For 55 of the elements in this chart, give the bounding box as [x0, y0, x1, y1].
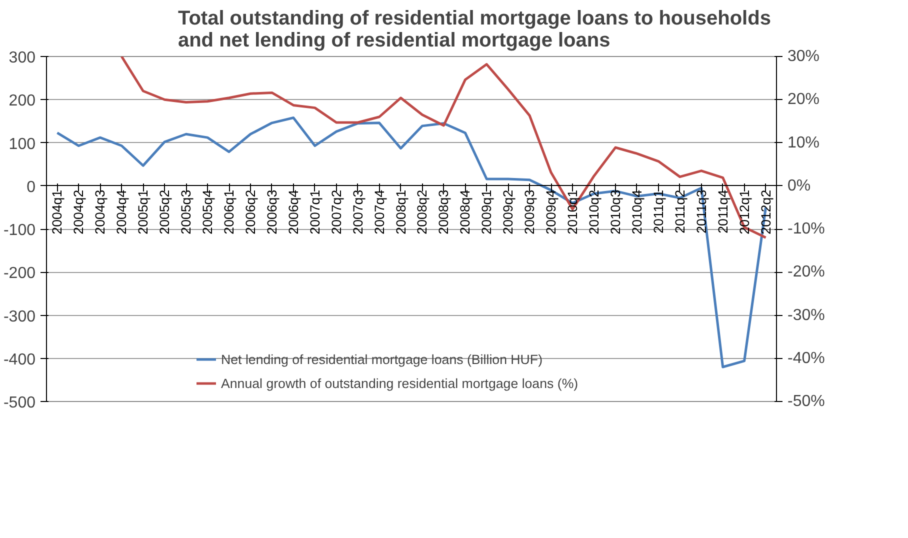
y-tick-label: 200 — [8, 92, 36, 110]
x-tick-label: 2006q1 — [222, 190, 236, 234]
x-tick-label: 2009q2 — [500, 190, 516, 234]
x-tick-label: 2004q4 — [114, 189, 130, 234]
y-tick-label: 0 — [26, 178, 36, 196]
x-tick-label: 2011q1 — [650, 190, 666, 234]
x-tick-label: 2010q1 — [565, 190, 580, 234]
x-tick-label: 2006q4 — [286, 189, 301, 234]
legend-label: Net lending of residential mortgage loans (Billion HUF) — [221, 352, 543, 366]
x-tick-label: 2005q4 — [200, 189, 216, 234]
x-tick-label: 2006q3 — [264, 190, 280, 234]
x-tick-label: 2008q2 — [414, 190, 430, 234]
x-tick-label: 2009q1 — [479, 190, 494, 234]
y-tick-label: -100 — [3, 222, 36, 239]
x-tick-label: 2009q4 — [544, 189, 559, 234]
y2-tick-label: 0% — [788, 177, 811, 194]
y2-tick-label: -50% — [788, 393, 825, 410]
x-tick-label: 2005q1 — [136, 190, 151, 234]
y2-tick-label: -20% — [788, 264, 825, 281]
y-tick-label: 100 — [8, 136, 36, 153]
x-tick-label: 2006q2 — [242, 190, 258, 234]
x-tick-label: 2011q3 — [694, 190, 709, 234]
legend-label: Annual growth of outstanding residential mortgage loans (%) — [221, 376, 578, 390]
chart-title: Total outstanding of residential mortgage loans to households and net lending of residential mortgage loans — [178, 8, 771, 52]
x-tick-label: 2008q3 — [436, 190, 452, 234]
x-tick-label: 2011q2 — [672, 190, 688, 234]
x-tick-label: 2010q3 — [608, 190, 623, 234]
x-tick-label: 2007q2 — [328, 190, 344, 234]
y-tick-label: -200 — [3, 265, 36, 282]
x-tick-label: 2009q3 — [522, 190, 538, 234]
x-tick-label: 2012q2 — [758, 190, 774, 234]
x-tick-label: 2007q3 — [350, 190, 366, 234]
x-tick-label: 2010q2 — [586, 190, 602, 234]
x-tick-label: 2004q2 — [71, 190, 86, 234]
y2-tick-label: -10% — [788, 220, 825, 238]
x-tick-label: 2008q4 — [458, 189, 473, 234]
y-tick-label: 300 — [8, 50, 36, 66]
x-tick-label: 2012q1 — [736, 190, 752, 234]
x-tick-label: 2004q1 — [50, 190, 65, 234]
x-tick-label: 2005q3 — [178, 190, 194, 234]
y2-tick-label: 30% — [788, 48, 820, 65]
y2-tick-label: -30% — [788, 306, 825, 324]
x-tick-label: 2007q4 — [372, 189, 387, 234]
x-tick-label: 2007q1 — [307, 190, 322, 234]
y-tick-label: -400 — [3, 351, 36, 368]
y2-tick-label: 20% — [788, 91, 820, 108]
y2-tick-label: 10% — [788, 134, 820, 152]
x-tick-label: 2008q1 — [393, 190, 408, 234]
y-tick-label: -300 — [3, 308, 36, 326]
x-tick-label: 2010q4 — [629, 189, 644, 234]
x-tick-label: 2004q3 — [92, 190, 108, 234]
x-tick-label: 2005q2 — [157, 190, 172, 234]
y2-tick-label: -40% — [788, 350, 825, 367]
x-tick-label: 2011q4 — [715, 189, 730, 234]
y-tick-label: -500 — [3, 394, 36, 412]
